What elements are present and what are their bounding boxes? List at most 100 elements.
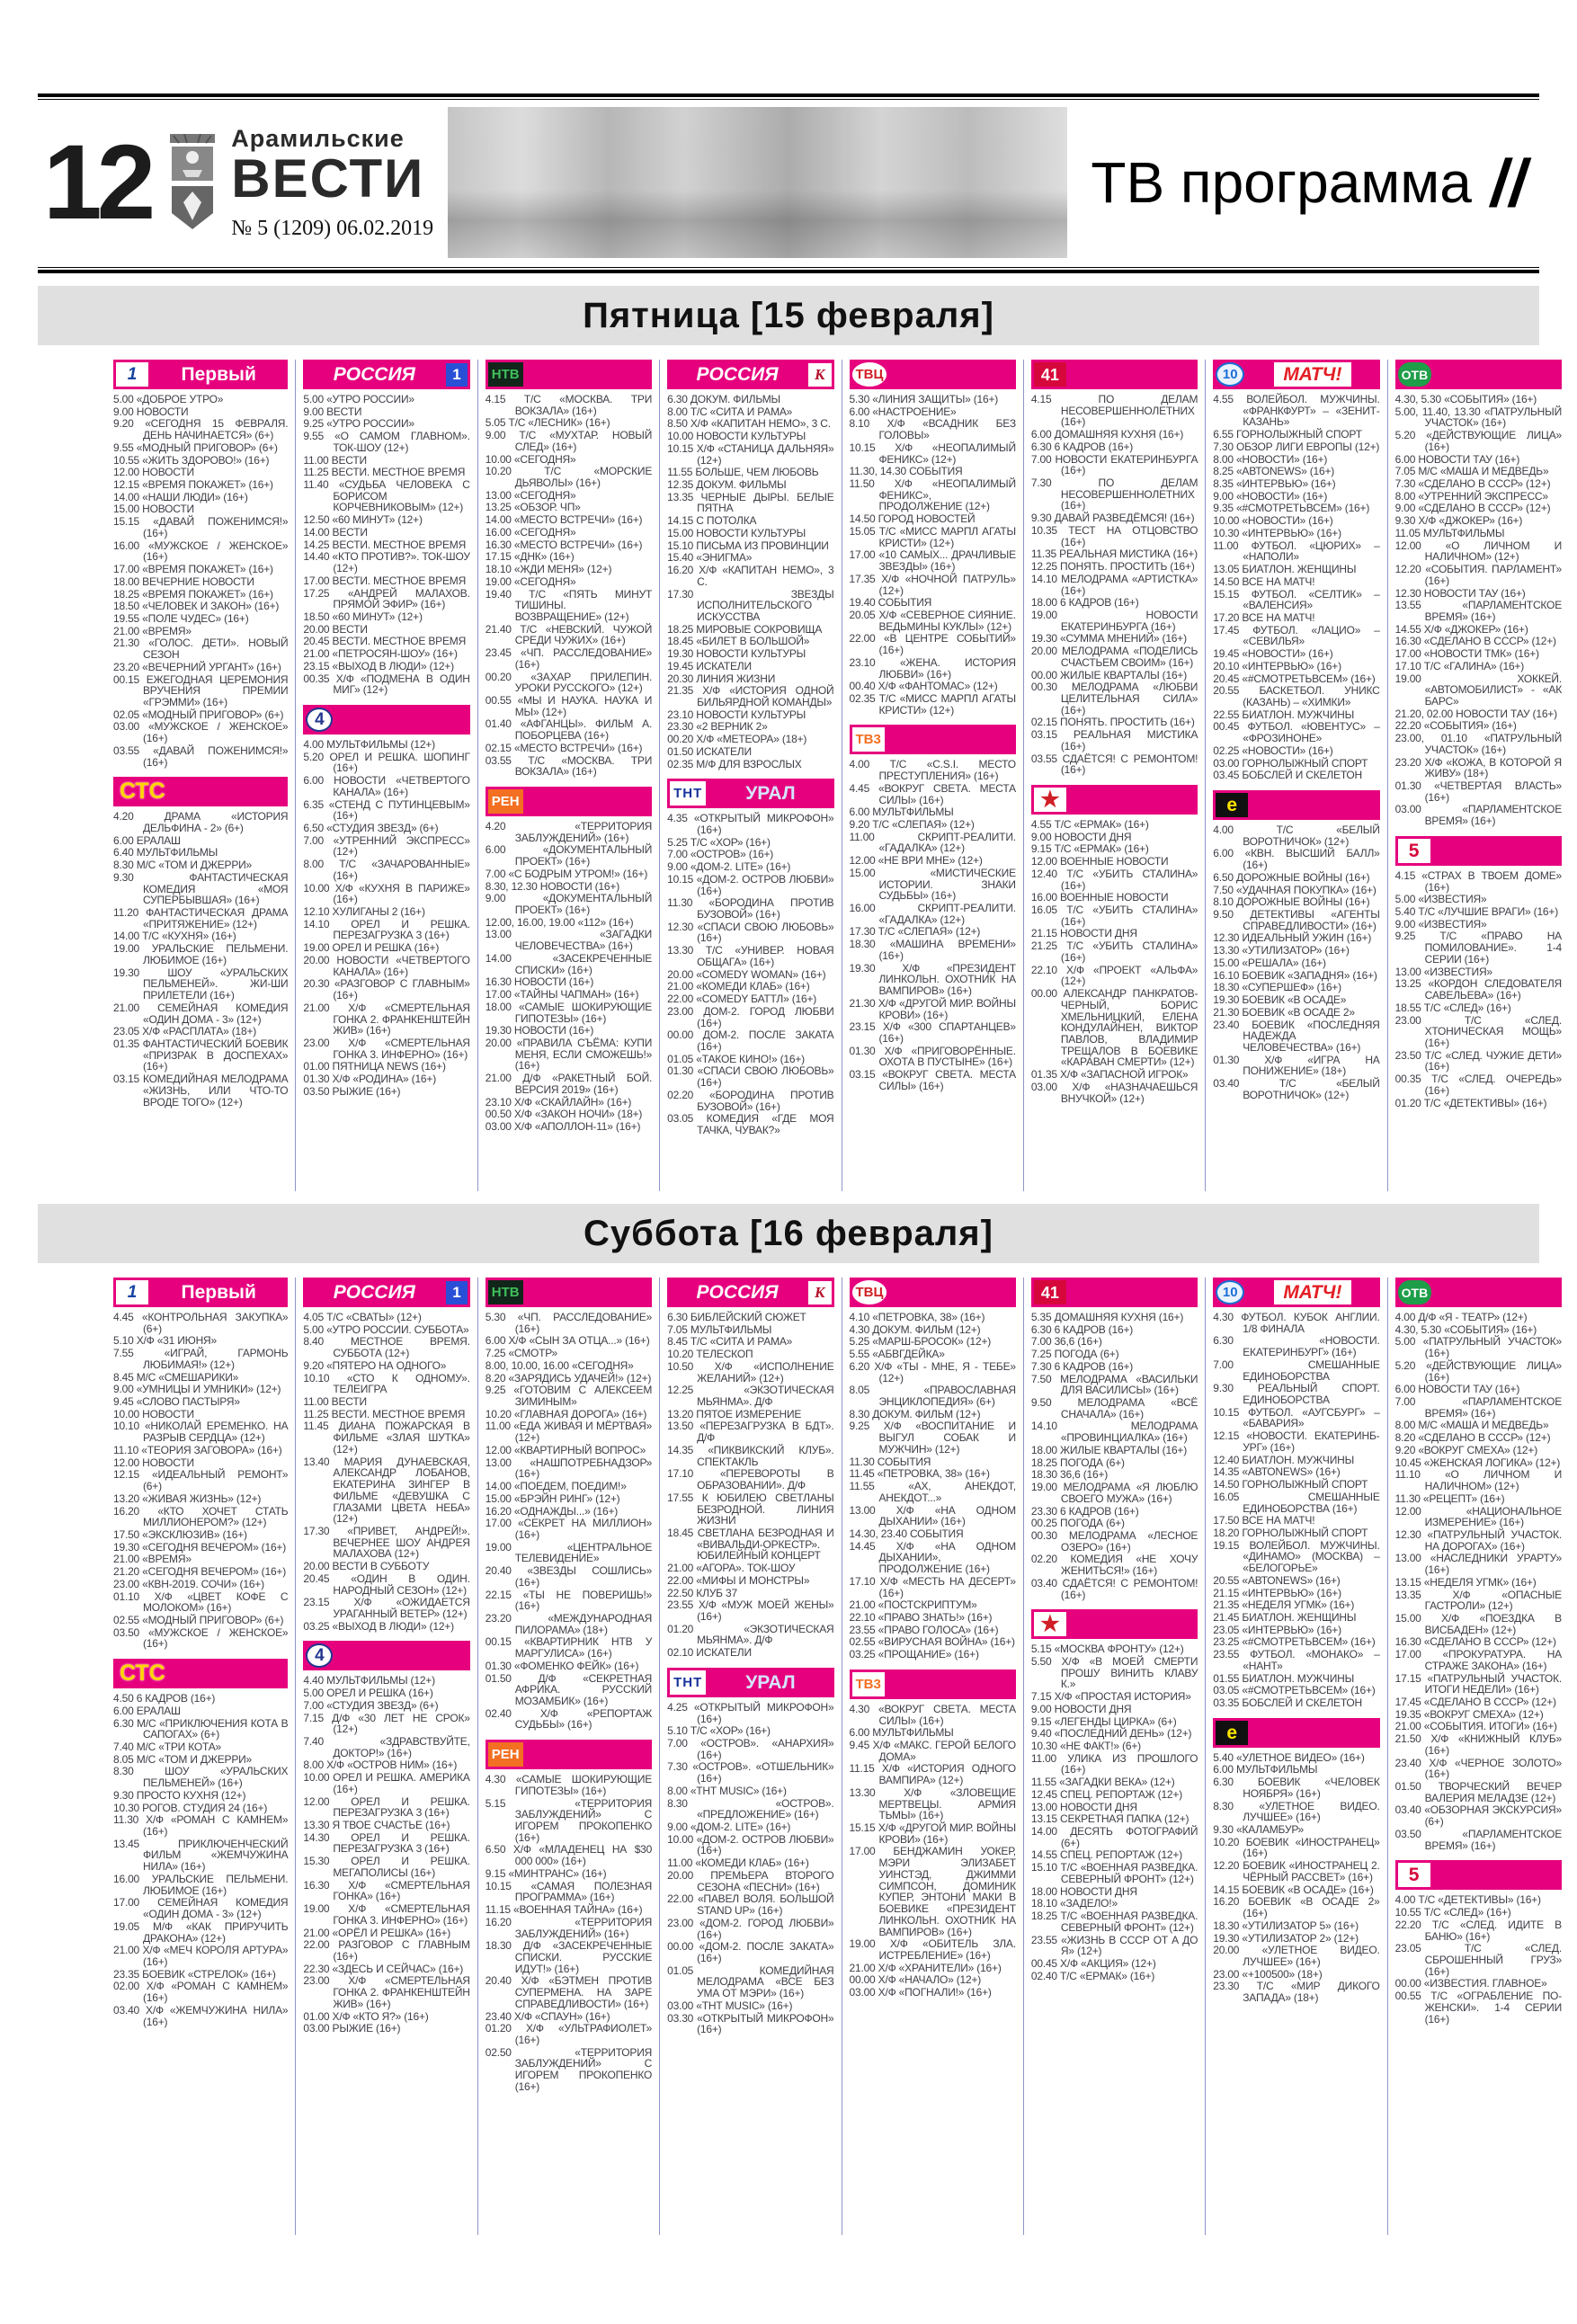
program-time: 9.00 <box>1030 830 1052 843</box>
program-item: 14.10 ОРЕЛ И РЕШКА. ПЕРЕЗАГРУЗКА 3 (16+) <box>303 917 470 942</box>
program-item: 4.00 Д/Ф «Я - ТЕАТР» (12+) <box>1394 1311 1528 1323</box>
program-item: 20.55 «АВТОNEWS» (16+) <box>1213 1573 1341 1587</box>
program-item: 9.50 ДЕТЕКТИВЫ «АГЕНТЫ СПРАВЕДЛИВОСТИ» (… <box>1213 908 1380 932</box>
program-time: 11.00 <box>1030 1751 1057 1765</box>
program-item: 03.05 «#СМОТРЕТЬВСЕМ» (16+) <box>1213 1684 1376 1697</box>
program-time: 19.35 <box>1394 1707 1421 1721</box>
program-item: 9.00 «ДОМ-2. LITE» (16+) <box>667 1821 791 1834</box>
program-item: 23.25 «#СМОТРЕТЬВСЕМ» (16+) <box>1213 1635 1376 1649</box>
tnt-logo-icon: ТНТ <box>670 1670 707 1695</box>
program-time: 13.30 <box>303 1819 330 1832</box>
program-time: 03.40 <box>1394 1803 1421 1817</box>
program-item: 23.55 ФУТБОЛ. «МОНАКО» – «НАНТ» <box>1213 1648 1380 1672</box>
program-item: 20.00 МЕЛОДРАМА «ПОДЕЛИСЬ СЧАСТЬЕМ СВОИМ… <box>1030 645 1198 669</box>
program-time: 22.00 <box>849 632 876 646</box>
program-item: 02.05 «МОДНЫЙ ПРИГОВОР» (6+) <box>113 708 284 721</box>
program-item: 5.15 «МОСКВА ФРОНТУ» (12+) <box>1030 1643 1184 1656</box>
program-item: 03.40 «ОБЗОРНАЯ ЭКСКУРСИЯ» (6+) <box>1394 1803 1563 1829</box>
program-item: 14.40 «КТО ПРОТИВ?». ТОК-ШОУ (12+) <box>303 550 470 575</box>
channel-block-ren: РЕН 4.30 «САМЫЕ ШОКИРУЮЩИЕ ГИПОТЕЗЫ» (16+… <box>485 1740 652 2092</box>
program-item: 8.00 Т/С «ЗАЧАРОВАННЫЕ» (16+) <box>303 858 470 882</box>
otv-logo-icon: ОТВ <box>1397 362 1432 387</box>
program-time: 12.00 <box>113 1456 140 1469</box>
program-item: 18.55 Т/С «СЛЕД» (16+) <box>1394 1001 1511 1014</box>
program-item: 16.05 СМЕШАННЫЕ ЕДИНОБОРСТВА (16+) <box>1213 1490 1380 1515</box>
program-item: 6.00 МУЛЬТФИЛЬМЫ <box>849 806 954 819</box>
program-item: 10.20 БОЕВИК «ИНОСТРАНЕЦ» (16+) <box>1213 1835 1380 1860</box>
program-item: 6.30 6 КАДРОВ (16+) <box>1030 440 1134 453</box>
program-list: 6.30 ДОКУМ. ФИЛЬМЫ 8.00 Т/С «СИТА И РАМА»… <box>667 394 834 770</box>
program-time: 10.30 <box>1213 526 1240 539</box>
program-item: 8.40 МЕСТНОЕ ВРЕМЯ. СУББОТА (12+) <box>303 1335 470 1360</box>
program-item: 23.50 Т/С «СЛЕД. ЧУЖИЕ ДЕТИ» (16+) <box>1394 1048 1563 1073</box>
program-time: 9.00 <box>113 405 134 418</box>
program-time: 10.10 <box>113 1420 140 1433</box>
program-item: 12.50 «60 МИНУТ» (12+) <box>303 513 423 527</box>
program-time: 19.30 <box>849 961 876 975</box>
channel-name: РОССИЯ <box>696 1282 779 1303</box>
program-item: 19.30 «УТИЛИЗАТОР 2» (12+) <box>1213 1931 1359 1945</box>
program-item: 9.25 «УТРО РОССИИ» <box>303 417 414 431</box>
program-time: 5.20 <box>1394 1358 1416 1372</box>
program-time: 6.00 <box>303 774 324 788</box>
program-time: 4.30, 5.30 <box>1394 1322 1442 1336</box>
program-item: 11.40 «СУДЬБА ЧЕЛОВЕКА С БОРИСОМ КОРЧЕВН… <box>303 478 470 514</box>
program-item: 8.30 «УЛЕТНОЕ ВИДЕО. ЛУЧШЕЕ» (16+) <box>1213 1799 1380 1824</box>
program-time: 8.00 <box>667 1784 688 1797</box>
program-time: 20.00 <box>667 967 694 981</box>
program-item: 9.00 «ИЗВЕСТИЯ» <box>1394 917 1487 930</box>
program-time: 17.00 <box>485 988 512 1002</box>
program-item: 19.00 Х/Ф «СМЕРТЕЛЬНАЯ ГОНКА 3. ИНФЕРНО»… <box>303 1902 470 1927</box>
program-time: 4.30 <box>1213 1311 1234 1323</box>
program-list: 5.30 «ЛИНИЯ ЗАЩИТЫ» (16+) 6.00 «НАСТРОЕНИ… <box>849 394 1017 717</box>
program-item: 01.50 Д/Ф «СЕКРЕТНАЯ АФРИКА. РУССКИЙ МОЗ… <box>485 1671 653 1707</box>
program-time: 9.30 <box>1213 1382 1234 1395</box>
program-time: 18.00 <box>485 1000 512 1013</box>
program-time: 17.00 <box>849 548 876 562</box>
match-logo-icon: 10 <box>1216 362 1245 387</box>
program-item: 11.15 Х/Ф «ИСТОРИЯ ОДНОГО ВАМПИРА» (12+) <box>849 1762 1017 1787</box>
program-time: 23.00 <box>303 1974 330 1988</box>
program-time: 14.15 <box>667 514 694 528</box>
program-item: 21.00 «КОМЕДИ КЛАБ» (16+) <box>667 980 810 993</box>
program-item: 22.15 «ТЫ НЕ ПОВЕРИШЬ!» (16+) <box>485 1588 653 1613</box>
program-time: 8.05 <box>113 1752 134 1766</box>
program-item: 17.20 ВСЕ НА МАТЧ! <box>1213 610 1315 624</box>
program-time: 01.05 <box>667 1052 694 1065</box>
program-time: 21.20, 02.00 <box>1394 707 1454 720</box>
program-time: 11.20 <box>113 906 139 920</box>
program-item: 13.30 Т/С «УНИВЕР. НОВАЯ ОБЩАГА» (16+) <box>667 944 834 968</box>
program-time: 03.05 <box>667 1112 694 1126</box>
program-time: 4.50 <box>113 1692 134 1705</box>
program-item: 23.00 ДОМ-2. ГОРОД ЛЮБВИ (16+) <box>667 1004 834 1029</box>
program-time: 17.00 <box>1394 1648 1421 1661</box>
program-time: 4.00 <box>1394 1893 1416 1907</box>
program-item: 22.00 «МИФЫ И МОНСТРЫ» <box>667 1573 810 1587</box>
program-time: 20.10 <box>1213 659 1240 672</box>
program-item: 9.20 «СЕГОДНЯ 15 ФЕВРАЛЯ. ДЕНЬ НАЧИНАЕТС… <box>113 417 289 442</box>
program-item: 16.00 СКРИПТ-РЕАЛИТИ. «ГАДАЛКА» (12+) <box>849 902 1017 926</box>
program-time: 5.05 <box>485 416 506 430</box>
channel-name: МАТЧ! <box>1274 362 1351 387</box>
program-time: 19.00 <box>1030 1481 1057 1494</box>
program-time: 17.50 <box>113 1527 140 1541</box>
program-item: 14.35 «ПИКВИКСКИЙ КЛУБ». СПЕКТАКЛЬ <box>667 1443 834 1468</box>
program-time: 02.15 <box>485 741 512 754</box>
program-item: 15.15 ФУТБОЛ. «СЕЛТИК» – «ВАЛЕНСИЯ» <box>1213 587 1380 612</box>
program-item: 00.30 МЕЛОДРАМА «ЛЕСНОЕ ОЗЕРО» (16+) <box>1030 1528 1198 1554</box>
program-item: 17.00 «10 САМЫХ... ДРАЧЛИВЫЕ ЗВЕЗДЫ» (16… <box>849 548 1017 574</box>
program-item: 7.55 «ИГРАЙ, ГАРМОНЬ ЛЮБИМАЯ!» (12+) <box>113 1347 289 1371</box>
program-item: 5.20 ОРЕЛ И РЕШКА. ШОПИНГ (16+) <box>303 750 470 775</box>
program-time: 22.55 <box>1213 708 1240 721</box>
program-time: 15.05 <box>849 524 876 538</box>
program-time: 12.00 <box>1394 539 1421 552</box>
program-time: 14.35 <box>667 1443 694 1456</box>
program-time: 00.15 <box>113 672 140 686</box>
channel-header-tv3: ТВ3 <box>849 1669 1016 1699</box>
program-item: 17.30 «ПРИВЕТ, АНДРЕЙ!». ВЕЧЕРНЕЕ ШОУ АН… <box>303 1524 470 1561</box>
program-time: 19.45 <box>667 659 694 672</box>
program-item: 6.50 «СТУДИЯ ЗВЕЗД» (6+) <box>303 822 439 834</box>
program-item: 00.15 ЕЖЕГОДНАЯ ЦЕРЕМОНИЯ ВРУЧЕНИЯ ПРЕМИ… <box>113 672 289 708</box>
program-time: 12.40 <box>1030 867 1057 880</box>
channel-header-tv3: ТВ3 <box>849 725 1016 755</box>
